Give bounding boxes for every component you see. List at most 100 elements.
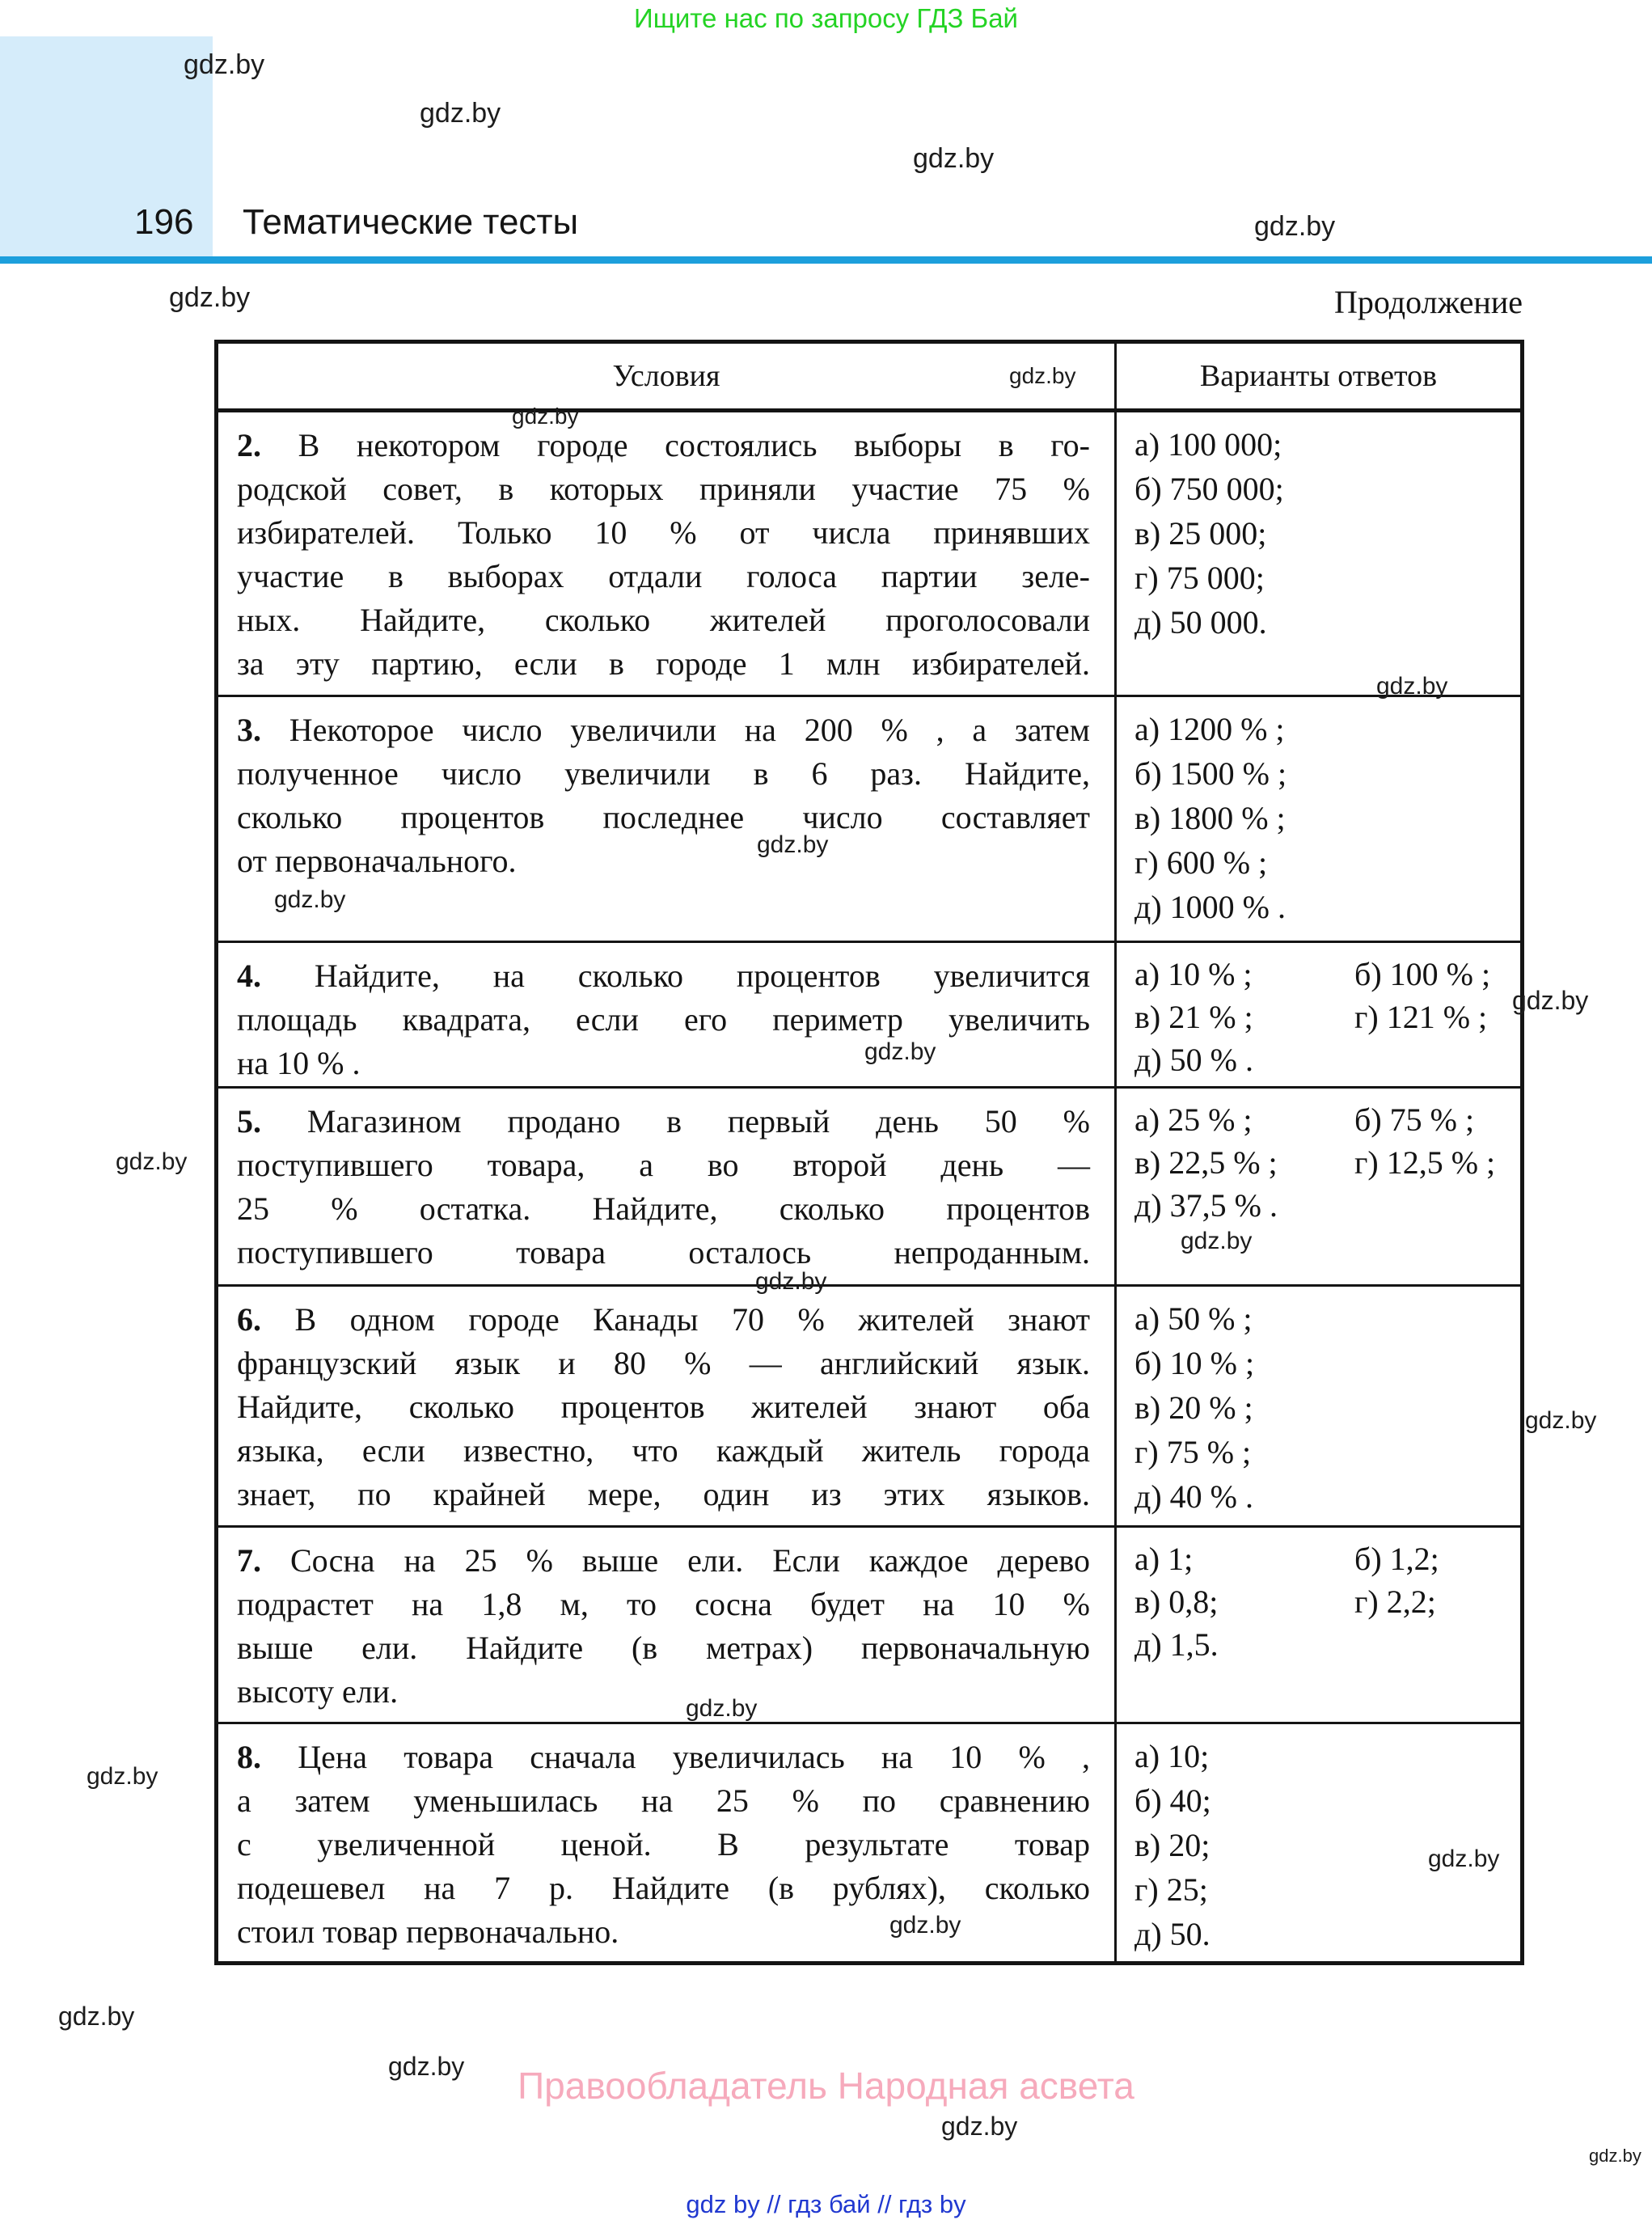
condition-line: 3. Некоторое число увеличили на 200 % , … <box>237 712 1090 748</box>
question-row: 5. Магазином продано в первый день 50 % п… <box>215 1086 1523 1287</box>
gdzby-watermark: gdz.by <box>864 1038 936 1065</box>
gdzby-watermark: gdz.by <box>420 98 501 129</box>
answer-option: б) 100 % ; <box>1354 956 1491 992</box>
question-row: 6. В одном городе Канады 70 % жителей зн… <box>215 1284 1523 1528</box>
answer-option: в) 25 000; <box>1134 515 1267 552</box>
condition-line: полученное число увеличили в 6 раз. Найд… <box>237 755 1090 792</box>
answers-cell: а) 10; б) 40; в) 20; г) 25; д) 50. <box>1114 1722 1523 1964</box>
condition-line: 7. Сосна на 25 % выше ели. Если каждое д… <box>237 1542 1090 1579</box>
gdzby-watermark: gdz.by <box>388 2052 465 2081</box>
answers-cell: а) 10 % ; б) 100 % ; в) 21 % ; г) 121 % ; д)… <box>1114 941 1523 1089</box>
answers-cell: а) 100 000; б) 750 000; в) 25 000; г) 75 00… <box>1114 409 1523 697</box>
gdzby-watermark: gdz.by <box>184 49 265 80</box>
copyright-notice: Правообладатель Народная асвета <box>518 2065 1134 2107</box>
answer-option: в) 1800 % ; <box>1134 800 1286 836</box>
answer-option: д) 50 % . <box>1134 1042 1253 1078</box>
answer-option: в) 0,8; <box>1134 1583 1219 1620</box>
question-number: 4. <box>237 958 261 994</box>
gdzby-watermark: gdz.by <box>87 1763 158 1790</box>
gdzby-watermark: gdz.by <box>755 1268 827 1295</box>
question-number: 6. <box>237 1301 261 1338</box>
condition-cell: 2. В некотором городе состоялись выборы … <box>215 409 1117 697</box>
answer-option: б) 40; <box>1134 1782 1211 1819</box>
condition-line: высоту ели. <box>237 1673 399 1710</box>
answers-cell: а) 50 % ; б) 10 % ; в) 20 % ; г) 75 % ; д) 4… <box>1114 1284 1523 1528</box>
gdzby-watermark: gdz.by <box>169 282 251 313</box>
answer-option: а) 1200 % ; <box>1134 711 1285 747</box>
answers-cell: а) 1; б) 1,2; в) 0,8; г) 2,2; д) 1,5. <box>1114 1525 1523 1724</box>
condition-line: 8. Цена товара сначала увеличилась на 10… <box>237 1739 1090 1775</box>
condition-line: 5. Магазином продано в первый день 50 % <box>237 1103 1090 1139</box>
answer-option: д) 50. <box>1134 1916 1210 1952</box>
gdzby-watermark: gdz.by <box>1009 363 1076 388</box>
condition-cell: 6. В одном городе Канады 70 % жителей зн… <box>215 1284 1117 1528</box>
question-number: 2. <box>237 427 261 463</box>
condition-cell: 5. Магазином продано в первый день 50 % п… <box>215 1086 1117 1287</box>
condition-line: 25 % остатка. Найдите, сколько процентов <box>237 1190 1090 1227</box>
condition-line: с увеличенной ценой. В результате товар <box>237 1826 1090 1862</box>
section-title: Тематические тесты <box>243 202 579 242</box>
condition-line: избирателей. Только 10 % от числа приняв… <box>237 514 1090 551</box>
continuation-label: Продолжение <box>1334 284 1523 320</box>
footer-links[interactable]: gdz by // гдз бай // гдз by <box>686 2190 966 2218</box>
gdzby-watermark: gdz.by <box>1376 673 1448 700</box>
answer-option: а) 25 % ; <box>1134 1101 1253 1138</box>
page-number: 196 <box>134 202 194 242</box>
answer-option: г) 12,5 % ; <box>1354 1144 1496 1181</box>
gdzby-watermark: gdz.by <box>757 831 829 858</box>
question-row: 3. Некоторое число увеличили на 200 % , … <box>215 695 1523 943</box>
top-promo-note: Ищите нас по запросу ГДЗ Бай <box>634 3 1018 33</box>
condition-line: 4. Найдите, на сколько процентов увеличи… <box>237 958 1090 994</box>
condition-line: участие в выборах отдали голоса партии з… <box>237 558 1090 594</box>
condition-line: знает, по крайней мере, один из этих язы… <box>237 1476 1090 1512</box>
gdzby-watermark: gdz.by <box>686 1695 758 1722</box>
answer-option: а) 10 % ; <box>1134 956 1253 992</box>
condition-line: на 10 % . <box>237 1045 361 1081</box>
question-row: 4. Найдите, на сколько процентов увеличи… <box>215 941 1523 1089</box>
gdzby-watermark: gdz.by <box>1512 986 1589 1015</box>
gdzby-watermark: gdz.by <box>512 404 579 429</box>
condition-cell: 3. Некоторое число увеличили на 200 % , … <box>215 695 1117 943</box>
answers-cell: а) 1200 % ; б) 1500 % ; в) 1800 % ; г) 600 … <box>1114 695 1523 943</box>
test-table: Условия Варианты ответов 2. В некотором … <box>214 340 1524 1965</box>
answer-option: д) 1,5. <box>1134 1626 1219 1663</box>
answer-option: д) 40 % . <box>1134 1478 1253 1515</box>
condition-line: от первоначального. <box>237 843 517 879</box>
gdzby-watermark: gdz.by <box>1428 1846 1500 1872</box>
condition-line: французский язык и 80 % — английский язы… <box>237 1345 1090 1381</box>
answer-option: б) 1500 % ; <box>1134 755 1287 792</box>
condition-line: 6. В одном городе Канады 70 % жителей зн… <box>237 1301 1090 1338</box>
gdzby-watermark: gdz.by <box>1181 1228 1253 1254</box>
table-header-row: Условия Варианты ответов <box>215 340 1523 412</box>
answer-option: г) 600 % ; <box>1134 844 1268 881</box>
question-row: 8. Цена товара сначала увеличилась на 10… <box>215 1722 1523 1964</box>
answer-option: г) 25; <box>1134 1871 1208 1908</box>
condition-cell: 4. Найдите, на сколько процентов увеличи… <box>215 941 1117 1089</box>
condition-line: а затем уменьшилась на 25 % по сравнению <box>237 1782 1090 1819</box>
gdzby-watermark: gdz.by <box>1589 2146 1641 2166</box>
answer-option: в) 20; <box>1134 1827 1210 1863</box>
condition-cell: 8. Цена товара сначала увеличилась на 10… <box>215 1722 1117 1964</box>
condition-line: площадь квадрата, если его периметр увел… <box>237 1001 1090 1038</box>
answer-option: в) 21 % ; <box>1134 999 1253 1035</box>
answer-option: а) 100 000; <box>1134 426 1282 463</box>
condition-line: 2. В некотором городе состоялись выборы … <box>237 427 1090 463</box>
condition-line: поступившего товара, а во второй день — <box>237 1147 1090 1183</box>
answer-option: б) 750 000; <box>1134 471 1284 507</box>
condition-line: сколько процентов последнее число состав… <box>237 799 1090 835</box>
answer-option: б) 10 % ; <box>1134 1345 1255 1381</box>
condition-line: Найдите, сколько процентов жителей знают… <box>237 1389 1090 1425</box>
answer-option: в) 22,5 % ; <box>1134 1144 1278 1181</box>
answers-cell: а) 25 % ; б) 75 % ; в) 22,5 % ; г) 12,5 % ;… <box>1114 1086 1523 1287</box>
answer-option: г) 75 % ; <box>1134 1434 1252 1470</box>
question-row: 2. В некотором городе состоялись выборы … <box>215 409 1523 697</box>
answer-option: а) 10; <box>1134 1738 1210 1774</box>
question-row: 7. Сосна на 25 % выше ели. Если каждое д… <box>215 1525 1523 1724</box>
gdzby-watermark: gdz.by <box>116 1148 188 1175</box>
gdzby-watermark: gdz.by <box>274 886 346 913</box>
column-header-conditions: Условия <box>215 340 1117 412</box>
answer-option: б) 75 % ; <box>1354 1101 1475 1138</box>
answer-option: г) 2,2; <box>1354 1583 1436 1620</box>
condition-line: подешевел на 7 р. Найдите (в рублях), ск… <box>237 1870 1090 1906</box>
